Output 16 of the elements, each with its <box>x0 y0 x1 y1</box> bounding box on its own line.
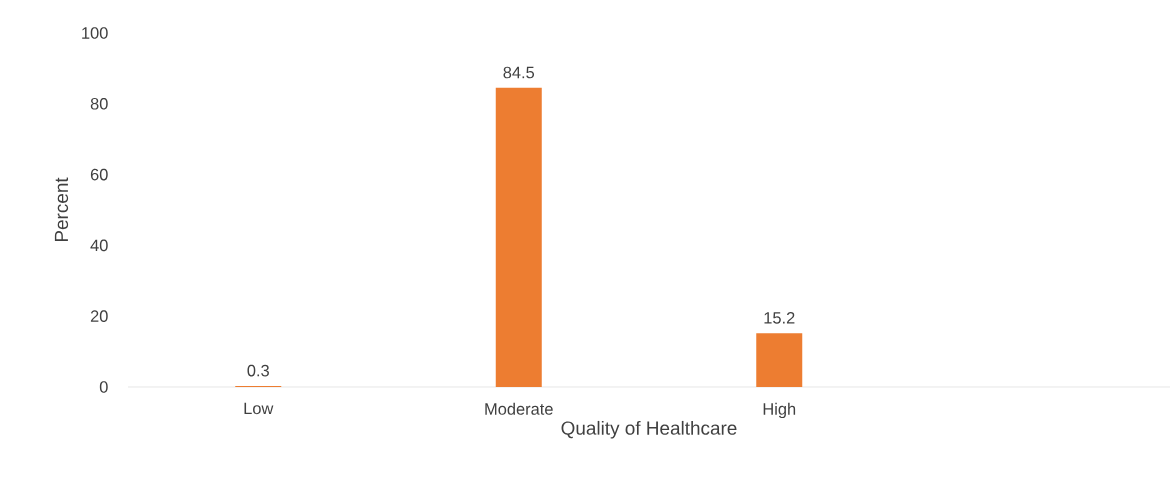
x-axis-title: Quality of Healthcare <box>561 420 737 439</box>
y-tick-label: 60 <box>90 168 108 181</box>
data-label: 84.5 <box>503 66 535 79</box>
y-tick-label: 40 <box>90 239 108 252</box>
x-tick-label: Moderate <box>485 402 553 415</box>
y-axis-title: Percent <box>54 177 69 242</box>
data-label: 0.3 <box>247 364 269 377</box>
bar <box>756 333 803 387</box>
y-tick-label: 100 <box>82 27 108 39</box>
y-tick-label: 80 <box>90 97 108 110</box>
y-tick-label: 0 <box>99 381 108 393</box>
x-tick-label: High <box>763 402 796 419</box>
y-tick-label: 20 <box>90 310 108 322</box>
data-label: 15.2 <box>764 312 795 324</box>
x-tick-label: Low <box>244 402 274 415</box>
bar <box>495 87 542 387</box>
